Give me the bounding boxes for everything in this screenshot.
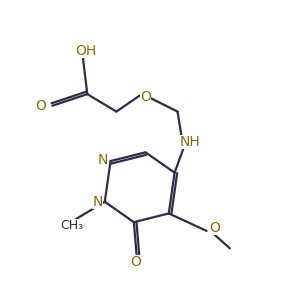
Text: CH₃: CH₃ bbox=[61, 219, 84, 232]
Text: N: N bbox=[92, 195, 103, 209]
Text: O: O bbox=[210, 221, 220, 235]
Text: N: N bbox=[98, 153, 109, 167]
Text: O: O bbox=[36, 99, 47, 113]
Text: OH: OH bbox=[75, 44, 97, 58]
Text: NH: NH bbox=[179, 135, 200, 149]
Text: O: O bbox=[130, 255, 141, 269]
Text: O: O bbox=[140, 90, 151, 104]
